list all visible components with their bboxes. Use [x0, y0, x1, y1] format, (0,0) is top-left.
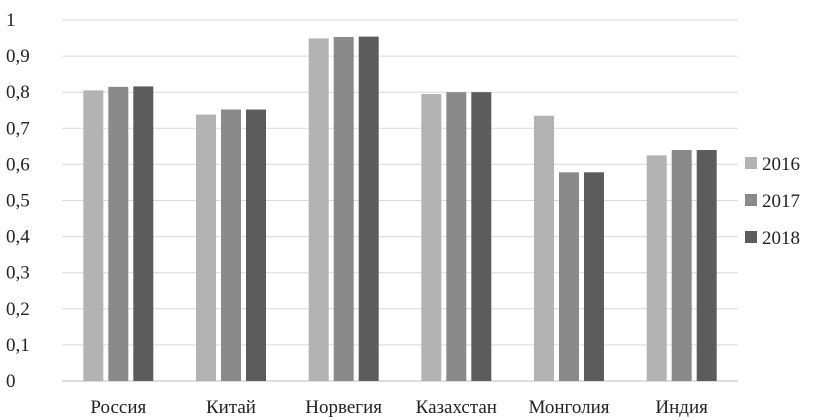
legend-swatch-2017	[745, 194, 757, 206]
y-axis-ticks: 0 0,1 0,2 0,3 0,4 0,5 0,6 0,7 0,8 0,9 1	[6, 10, 30, 392]
x-category-label: Китай	[206, 397, 256, 418]
y-tick-label: 0	[6, 371, 16, 392]
bar-2017	[559, 172, 579, 381]
bar-2017	[671, 150, 692, 381]
y-tick-label: 0,1	[6, 335, 30, 356]
legend-swatch-2018	[745, 231, 757, 243]
legend-label-2018: 2018	[762, 228, 800, 249]
bar-2017	[333, 37, 354, 381]
bar-2017	[108, 86, 129, 382]
legend: 2016 2017 2018	[745, 154, 800, 249]
legend-swatch-2016	[745, 157, 757, 169]
bar-2017	[221, 109, 241, 381]
y-tick-label: 0,6	[6, 154, 30, 175]
bar-2016	[646, 155, 667, 381]
gridlines	[62, 19, 738, 382]
bar-2016	[196, 114, 216, 381]
x-category-label: Россия	[90, 397, 146, 418]
bar-2018	[246, 109, 266, 381]
bar-2018	[133, 86, 154, 382]
bar-2016	[534, 115, 554, 381]
y-tick-label: 0,8	[6, 82, 30, 103]
bar-2018	[696, 150, 717, 381]
bar-2016	[308, 38, 329, 382]
bar-2018	[358, 36, 379, 381]
y-tick-label: 1	[6, 10, 16, 31]
legend-label-2017: 2017	[762, 191, 800, 212]
bar-2017	[446, 92, 467, 381]
y-tick-label: 0,7	[6, 118, 30, 139]
y-tick-label: 0,2	[6, 299, 30, 320]
bar-2018	[584, 172, 604, 381]
bar-2018	[471, 92, 492, 381]
y-tick-label: 0,3	[6, 263, 30, 284]
x-axis-categories: Россия Китай Норвегия Казахстан Монголия Инди…	[90, 397, 708, 418]
x-category-label: Норвегия	[305, 397, 382, 418]
x-category-label: Монголия	[528, 397, 609, 418]
y-tick-label: 0,5	[6, 191, 30, 212]
legend-label-2016: 2016	[762, 154, 800, 175]
y-tick-label: 0,9	[6, 46, 30, 67]
bars	[83, 36, 717, 382]
bar-2016	[421, 94, 442, 381]
bar-2016	[83, 90, 104, 382]
x-category-label: Индия	[655, 397, 708, 418]
y-tick-label: 0,4	[6, 227, 30, 248]
x-category-label: Казахстан	[416, 397, 497, 418]
